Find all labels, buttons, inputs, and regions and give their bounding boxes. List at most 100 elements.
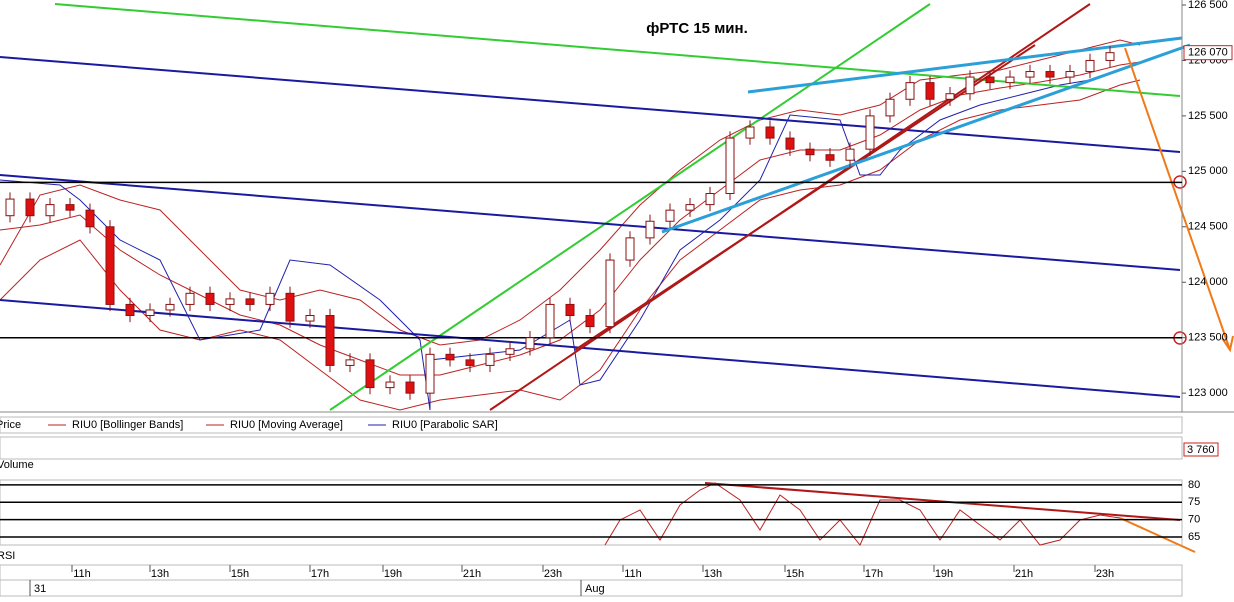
- legend-label: Price: [0, 419, 21, 431]
- candle-body: [825, 154, 835, 161]
- forecast-arrow: [1124, 47, 1231, 351]
- candle-body: [345, 359, 355, 366]
- candle-body: [365, 359, 375, 389]
- volume-value-label: 3 760: [1187, 444, 1215, 456]
- candle-body: [85, 209, 95, 228]
- candle-body: [305, 315, 315, 322]
- candle-body: [45, 204, 55, 217]
- candle-body: [65, 204, 75, 211]
- channel-line: [0, 56, 1181, 153]
- y-tick-label: 125 500: [1188, 110, 1228, 122]
- candle-body: [645, 220, 655, 239]
- candle-body: [725, 137, 735, 195]
- candle-body: [285, 292, 295, 322]
- candle-body: [465, 359, 475, 366]
- candle-body: [965, 76, 975, 95]
- y-tick-label: 123 500: [1188, 332, 1228, 344]
- candle-body: [265, 292, 275, 305]
- trend-line: [661, 43, 1191, 234]
- y-tick-label: 80: [1188, 479, 1200, 491]
- candle-body: [505, 348, 515, 355]
- candle-body: [185, 292, 195, 305]
- x-tick-label: 17h: [865, 568, 883, 580]
- candle-body: [565, 303, 575, 317]
- y-tick-label: 70: [1188, 514, 1200, 526]
- candle-body: [145, 309, 155, 317]
- y-tick-label: 123 000: [1188, 387, 1228, 399]
- forecast-arrow: [1119, 517, 1196, 553]
- trend-line: [329, 3, 931, 411]
- x-tick-label: 11h: [73, 568, 91, 580]
- y-tick-label: 65: [1188, 531, 1200, 543]
- y-tick-label: 124 000: [1188, 276, 1228, 288]
- y-tick-label: 75: [1188, 496, 1200, 508]
- candle-body: [585, 315, 595, 328]
- candle-body: [985, 76, 995, 84]
- date-label: Aug: [585, 583, 605, 595]
- candle-body: [525, 337, 535, 350]
- y-tick-label: 124 500: [1188, 221, 1228, 233]
- candle-body: [605, 259, 615, 328]
- x-tick-label: 19h: [384, 568, 402, 580]
- time-axis: [0, 564, 1183, 581]
- candle-body: [1105, 52, 1115, 61]
- candle-body: [205, 292, 215, 305]
- candle-body: [685, 204, 695, 211]
- candle-body: [385, 381, 395, 389]
- rsi-panel: [0, 479, 1183, 546]
- x-tick-label: 17h: [311, 568, 329, 580]
- y-tick-label: 126 500: [1188, 0, 1228, 11]
- candle-body: [25, 198, 35, 217]
- channel-line: [0, 174, 1181, 271]
- chart-title: фРТС 15 мин.: [646, 20, 748, 37]
- x-tick-label: 15h: [786, 568, 804, 580]
- volume-panel: [0, 436, 1183, 460]
- candle-body: [765, 126, 775, 139]
- candle-body: [105, 226, 115, 305]
- legend-label: RIU0 [Moving Average]: [230, 419, 343, 431]
- candle-body: [945, 93, 955, 100]
- candle-body: [905, 82, 915, 100]
- candle-body: [865, 115, 875, 150]
- candle-body: [885, 98, 895, 117]
- legend-label: RIU0 [Parabolic SAR]: [392, 419, 498, 431]
- candle-body: [545, 303, 555, 339]
- last-price-label: 126 070: [1188, 47, 1228, 59]
- x-tick-label: 23h: [1096, 568, 1114, 580]
- y-tick-label: 125 000: [1188, 165, 1228, 177]
- candle-body: [405, 381, 415, 394]
- candle-body: [1025, 71, 1035, 78]
- legend-box: [0, 416, 1183, 434]
- candle-body: [1005, 76, 1015, 84]
- x-tick-label: 19h: [935, 568, 953, 580]
- candle-body: [845, 148, 855, 161]
- candle-body: [665, 209, 675, 222]
- candle-body: [125, 303, 135, 317]
- channel-line: [0, 299, 1181, 398]
- x-tick-label: 21h: [1015, 568, 1033, 580]
- x-tick-label: 13h: [151, 568, 169, 580]
- candle-body: [805, 148, 815, 156]
- price-box: [1183, 45, 1233, 61]
- arrow-head: [1221, 335, 1234, 353]
- candle-body: [325, 315, 335, 366]
- candle-body: [785, 137, 795, 150]
- panel-label: RSI: [0, 550, 15, 562]
- panel-label: Volume: [0, 459, 34, 471]
- trend-line: [574, 44, 1036, 351]
- candle-body: [925, 82, 935, 100]
- candle-body: [425, 353, 435, 394]
- date-label: 31: [34, 583, 46, 595]
- candle-body: [745, 126, 755, 139]
- candle-body: [485, 353, 495, 366]
- candle-body: [5, 198, 15, 217]
- value-box: [1183, 442, 1219, 457]
- bollinger-upper: [0, 39, 1141, 346]
- legend-label: RIU0 [Bollinger Bands]: [72, 419, 183, 431]
- candle-body: [165, 303, 175, 311]
- candle-body: [1065, 71, 1075, 78]
- candle-body: [625, 237, 635, 261]
- x-tick-label: 21h: [463, 568, 481, 580]
- x-tick-label: 13h: [704, 568, 722, 580]
